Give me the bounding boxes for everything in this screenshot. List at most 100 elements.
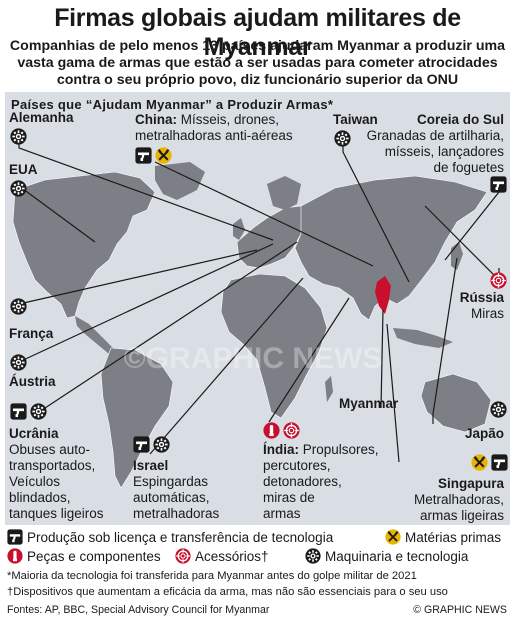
- country-name: Rússia: [459, 290, 504, 305]
- country-detail: percutores,: [263, 458, 331, 473]
- accessories-icon: [490, 272, 507, 289]
- japao-icons: [490, 401, 507, 418]
- south-america-landmass: [100, 347, 174, 489]
- licensed-production-icon: [7, 529, 23, 545]
- parts-icon: [263, 422, 280, 439]
- accessories-icon: [283, 422, 300, 439]
- licensed-production-icon: [135, 147, 152, 164]
- leader-eua: [18, 185, 96, 243]
- legend-label: Peças e componentes: [27, 548, 161, 564]
- parts-icon: [7, 548, 23, 564]
- legend-item-parts: Peças e componentes: [7, 548, 161, 564]
- india-icons: [263, 422, 300, 439]
- uk-landmass: [233, 218, 245, 240]
- leader-ucrania: [44, 241, 298, 409]
- country-name: Ucrânia: [9, 426, 59, 441]
- label-franca: França: [9, 326, 53, 342]
- myanmar-highlight: [375, 276, 391, 314]
- legend-label: Maquinaria e tecnologia: [325, 548, 469, 564]
- label-coreia-do-sul: Coreia do Sul Granadas de artilharia, mí…: [367, 112, 504, 176]
- label-eua: EUA: [9, 162, 38, 178]
- label-russia: Rússia Miras: [460, 290, 504, 322]
- machinery-icon: [10, 354, 27, 371]
- machinery-icon: [10, 180, 27, 197]
- licensed-production-icon: [133, 436, 150, 453]
- australia-landmass: [420, 373, 492, 433]
- machinery-icon: [490, 401, 507, 418]
- country-detail: Metralhadoras,: [413, 492, 504, 507]
- label-ucrania: Ucrânia Obuses auto- transportados, Veíc…: [9, 426, 104, 522]
- country-name: China:: [135, 112, 177, 127]
- sources: Fontes: AP, BBC, Special Advisory Counci…: [7, 604, 270, 616]
- footnote-asterisk: *Maioria da tecnologia foi transferida p…: [7, 570, 417, 582]
- map-panel: ©GRAPHIC NEWS Países que “Ajudam Myanmar…: [5, 92, 510, 525]
- israel-icons: [133, 436, 170, 453]
- country-name: Japão: [464, 426, 504, 441]
- madagascar-landmass: [325, 376, 333, 402]
- label-singapura: Singapura Metralhadoras, armas ligeiras: [414, 476, 504, 524]
- country-detail: tanques ligeiros: [9, 506, 104, 521]
- leader-franca: [18, 249, 258, 305]
- machinery-icon: [334, 130, 351, 147]
- africa-landmass: [220, 273, 328, 419]
- licensed-production-icon: [491, 454, 508, 471]
- leader-singapura: [386, 323, 400, 463]
- indonesia-landmass: [393, 328, 453, 348]
- leader-china: [154, 161, 374, 267]
- leader-austria: [18, 243, 274, 363]
- country-name: Alemanha: [9, 110, 74, 125]
- page-title: Firmas globais ajudam militares de Myanm…: [54, 4, 461, 61]
- accessories-icon: [175, 548, 191, 564]
- country-detail: armas: [263, 506, 301, 521]
- machinery-icon: [30, 403, 47, 420]
- franca-icons: [10, 298, 27, 315]
- label-myanmar: Myanmar: [339, 396, 398, 412]
- country-name: Singapura: [437, 476, 504, 491]
- machinery-icon: [153, 436, 170, 453]
- central-america-landmass: [75, 316, 113, 354]
- machinery-icon: [305, 548, 321, 564]
- country-detail: metralhadoras anti-aéreas: [135, 128, 293, 143]
- country-name: Taiwan: [333, 112, 378, 127]
- country-detail: Obuses auto-: [9, 442, 91, 457]
- country-name: França: [9, 326, 54, 341]
- label-alemanha: Alemanha: [9, 110, 74, 126]
- label-austria: Áustria: [9, 374, 56, 390]
- country-detail: blindados,: [9, 490, 71, 505]
- country-detail: Espingardas: [133, 474, 209, 489]
- licensed-production-icon: [10, 403, 27, 420]
- taiwan-icons: [334, 130, 351, 147]
- legend-label: Matérias primas: [405, 529, 502, 545]
- machinery-icon: [10, 128, 27, 145]
- country-detail: armas ligeiras: [419, 508, 504, 523]
- leader-japao: [432, 257, 458, 424]
- scandinavia-landmass: [267, 176, 301, 210]
- raw-materials-icon: [471, 454, 488, 471]
- leader-israel: [149, 277, 304, 455]
- label-japao: Japão: [465, 426, 504, 442]
- china-icons: [135, 147, 172, 164]
- map-heading: Países que “Ajudam Myanmar” a Produzir A…: [11, 97, 334, 112]
- legend-label: Acessórios†: [195, 548, 269, 564]
- country-detail: de foguetes: [433, 160, 504, 175]
- ucrania-icons: [10, 403, 47, 420]
- label-china: China: Mísseis, drones, metralhadoras an…: [135, 112, 293, 144]
- country-detail: Veículos: [9, 474, 61, 489]
- country-detail: automáticas,: [133, 490, 210, 505]
- coreia-icons: [490, 176, 507, 193]
- world-map: ©GRAPHIC NEWS: [5, 92, 510, 525]
- singapura-icons: [471, 454, 508, 471]
- country-name: Myanmar: [339, 396, 399, 411]
- leader-india: [268, 297, 350, 423]
- label-israel: Israel Espingardas automáticas, metralha…: [133, 458, 219, 522]
- label-india: Índia: Propulsores, percutores, detonado…: [263, 442, 379, 522]
- legend-label: Produção sob licença e transferência de …: [27, 529, 334, 545]
- legend-item-licensed: Produção sob licença e transferência de …: [7, 529, 333, 545]
- north-america-landmass: [12, 171, 156, 319]
- country-detail: Granadas de artilharia,: [366, 128, 504, 143]
- asia-landmass: [294, 175, 488, 321]
- country-detail: Propulsores,: [302, 442, 379, 457]
- country-name: EUA: [9, 162, 38, 177]
- leader-lines: [18, 138, 500, 463]
- country-detail: miras de: [263, 490, 315, 505]
